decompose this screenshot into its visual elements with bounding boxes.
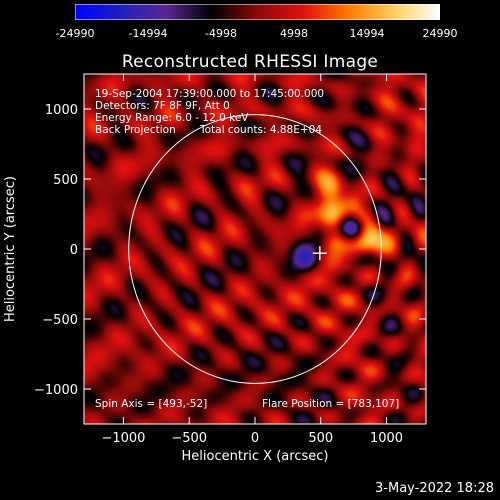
flare-position-label: Flare Position = [783,107]	[262, 398, 400, 410]
x-tick-label: 500	[308, 431, 333, 446]
colorbar-tick-label: 24990	[422, 27, 458, 40]
solar-limb-circle	[128, 114, 382, 384]
x-axis-label: Heliocentric X (arcsec)	[182, 449, 329, 464]
detectors-label: Detectors: 7F 8F 9F, Att 0	[95, 100, 230, 112]
y-tick-label: −500	[42, 313, 78, 328]
y-tick-label: 1000	[45, 103, 78, 118]
spin-axis-label: Spin Axis = [493,-52]	[95, 398, 208, 410]
colorbar	[75, 4, 440, 20]
method-label: Back Projection	[95, 124, 176, 136]
y-tick-label: −1000	[34, 383, 78, 398]
x-tick-label: −500	[171, 431, 207, 446]
colorbar-tick-label: 4998	[280, 27, 308, 40]
chart-title: Reconstructed RHESSI Image	[121, 52, 379, 72]
x-tick-label: −1000	[101, 431, 145, 446]
x-tick-label: 1000	[370, 431, 403, 446]
date-stamp: 3-May-2022 18:28	[375, 481, 494, 496]
colorbar-tick-label: 14994	[349, 27, 385, 40]
y-tick-label: 0	[70, 243, 78, 258]
colorbar-tick-label: -24990	[55, 27, 95, 40]
x-tick-label: 0	[251, 431, 259, 446]
colorbar-tick-label: -4998	[205, 27, 237, 40]
colorbar-tick-label: -14994	[128, 27, 168, 40]
heatmap-image	[84, 74, 426, 424]
energy-range-label: Energy Range: 6.0 - 12.0 keV	[95, 112, 249, 124]
total-counts-label: Total counts: 4.88E+04	[200, 124, 323, 136]
time-range-label: 19-Sep-2004 17:39:00.000 to 17:45:00.000	[95, 88, 325, 100]
y-tick-label: 500	[53, 173, 78, 188]
y-axis-label: Heliocentric Y (arcsec)	[3, 176, 18, 322]
